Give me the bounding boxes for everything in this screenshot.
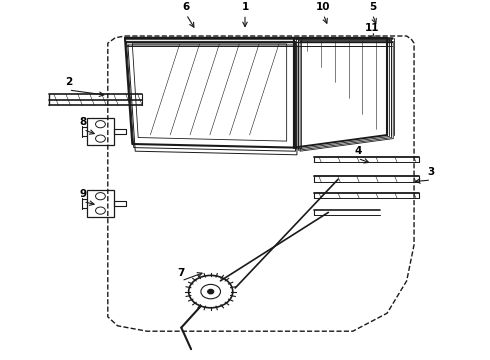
Text: 11: 11	[365, 23, 380, 33]
Text: 1: 1	[242, 1, 248, 12]
Text: 8: 8	[80, 117, 87, 127]
Text: 2: 2	[65, 77, 72, 87]
Text: 5: 5	[369, 1, 376, 12]
Circle shape	[208, 289, 214, 294]
Bar	[87, 118, 114, 145]
Text: 7: 7	[177, 268, 185, 278]
Text: 6: 6	[183, 1, 190, 12]
Text: 9: 9	[80, 189, 87, 199]
Text: 4: 4	[354, 145, 362, 156]
Text: 10: 10	[316, 1, 331, 12]
Text: 3: 3	[428, 167, 435, 177]
Bar	[87, 190, 114, 217]
